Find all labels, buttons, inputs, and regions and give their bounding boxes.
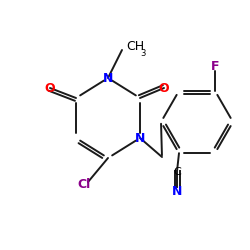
Text: Cl: Cl (78, 178, 90, 192)
Text: C: C (173, 167, 181, 177)
Text: 3: 3 (140, 49, 145, 58)
Text: O: O (159, 82, 169, 94)
Text: O: O (45, 82, 55, 94)
Text: N: N (172, 185, 182, 198)
Text: N: N (103, 72, 113, 85)
Text: N: N (135, 132, 145, 144)
Text: F: F (211, 60, 219, 73)
Text: CH: CH (126, 40, 144, 52)
